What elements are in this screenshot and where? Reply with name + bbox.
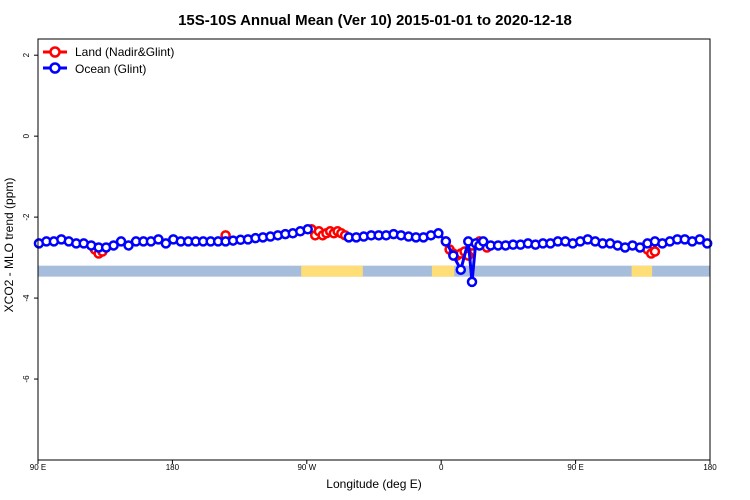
legend-ocean-marker bbox=[49, 62, 61, 74]
legend-land-label: Land (Nadir&Glint) bbox=[75, 45, 174, 59]
x-tick-label: 0 bbox=[439, 463, 444, 472]
ocean-band bbox=[38, 265, 710, 277]
plot-area bbox=[33, 224, 713, 288]
ocean-data-point bbox=[448, 250, 459, 261]
y-tick-label: -6 bbox=[22, 375, 31, 383]
ocean-data-point bbox=[634, 242, 646, 253]
ocean-data-point bbox=[466, 276, 478, 288]
x-tick-label: 90 W bbox=[297, 463, 316, 472]
ocean-data-point bbox=[160, 238, 172, 249]
ocean-data-point bbox=[477, 236, 489, 247]
land-band-segment bbox=[301, 265, 363, 277]
legend-land-marker bbox=[49, 46, 61, 58]
ocean-series bbox=[33, 224, 713, 288]
ocean-data-point bbox=[433, 228, 444, 239]
ocean-data-point bbox=[108, 240, 119, 251]
legend: Land (Nadir&Glint) Ocean (Glint) bbox=[43, 45, 174, 76]
land-band-segment bbox=[431, 265, 455, 277]
y-axis-label: XCO2 - MLO trend (ppm) bbox=[2, 178, 16, 313]
ocean-data-point bbox=[455, 264, 467, 275]
chart-title: 15S-10S Annual Mean (Ver 10) 2015-01-01 … bbox=[178, 12, 572, 29]
x-tick-label: 90 E bbox=[567, 463, 583, 472]
ocean-data-point bbox=[694, 234, 705, 245]
x-axis-label: Longitude (deg E) bbox=[326, 477, 421, 491]
y-axis: 2 0 -2 -4 -6 bbox=[22, 52, 38, 383]
y-tick-label: -4 bbox=[22, 294, 31, 302]
x-tick-label: 90 E bbox=[30, 463, 46, 472]
ocean-data-point bbox=[123, 240, 134, 251]
land-band-segment bbox=[631, 265, 653, 277]
ocean-data-point bbox=[153, 234, 164, 245]
x-tick-label: 180 bbox=[166, 463, 180, 472]
y-tick-label: 2 bbox=[22, 52, 31, 57]
ocean-data-point bbox=[440, 236, 452, 247]
ocean-data-point bbox=[115, 236, 127, 247]
x-axis: 90 E 180 90 W 0 90 E 180 bbox=[30, 460, 717, 472]
legend-ocean-label: Ocean (Glint) bbox=[75, 62, 146, 76]
y-tick-label: 0 bbox=[22, 133, 31, 138]
y-tick-label: -2 bbox=[22, 213, 31, 221]
plot-frame bbox=[37, 38, 711, 461]
ocean-data-point bbox=[302, 224, 313, 235]
land-data-point bbox=[649, 246, 661, 257]
x-tick-label: 180 bbox=[703, 463, 717, 472]
ocean-data-point bbox=[701, 238, 713, 249]
